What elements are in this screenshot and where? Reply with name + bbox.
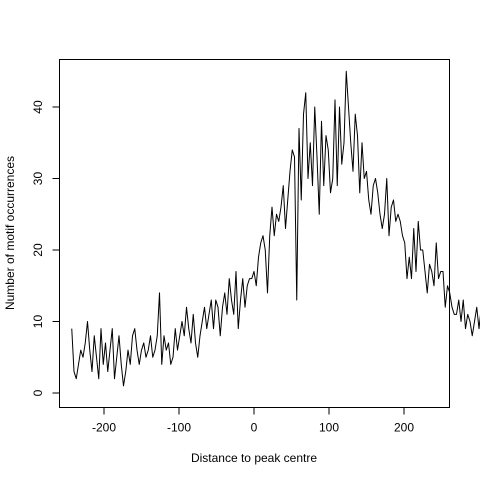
x-tick-label: 100 — [319, 421, 339, 435]
x-tick-label: 0 — [251, 421, 258, 435]
x-axis: -200 -100 0 100 200 — [92, 407, 414, 435]
x-tick-label: -100 — [167, 421, 191, 435]
x-tick-label: 200 — [394, 421, 414, 435]
y-axis-title: Number of motif occurrences — [3, 156, 17, 310]
y-tick-label: 10 — [31, 315, 45, 329]
y-tick-label: 0 — [31, 389, 45, 396]
y-tick-label: 40 — [31, 100, 45, 114]
series-line — [71, 70, 480, 387]
y-tick-label: 30 — [31, 172, 45, 186]
x-axis-title: Distance to peak centre — [191, 451, 317, 465]
x-tick-label: -200 — [92, 421, 116, 435]
y-tick-label: 20 — [31, 243, 45, 257]
y-axis: 0 10 20 30 40 — [31, 100, 60, 396]
